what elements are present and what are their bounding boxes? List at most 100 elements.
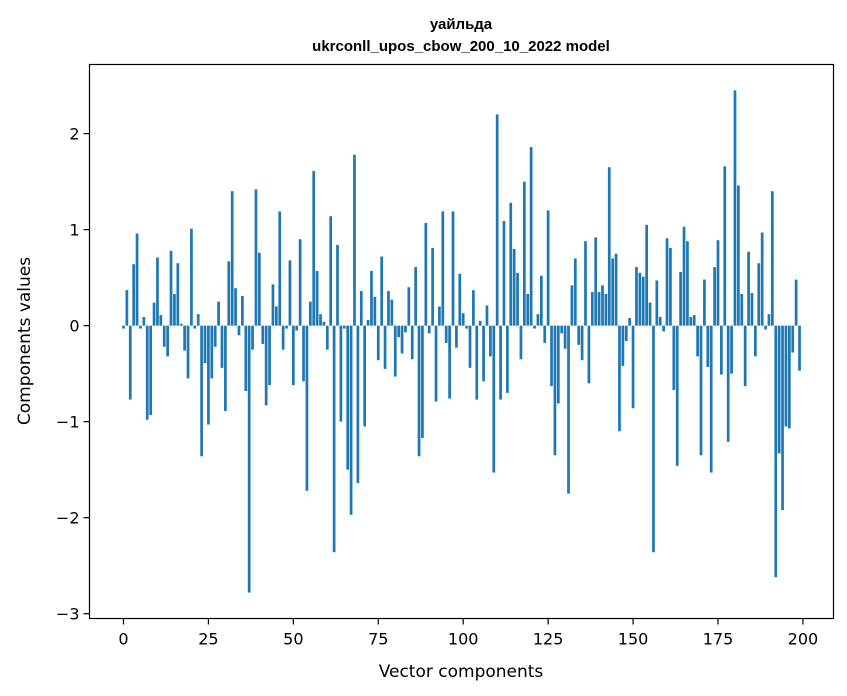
- bar: [190, 228, 193, 326]
- bar: [614, 253, 618, 326]
- bar: [176, 263, 180, 326]
- bar: [319, 314, 322, 326]
- bar: [444, 325, 448, 343]
- bar: [339, 325, 343, 422]
- bar: [669, 247, 672, 326]
- plot-frame: [88, 63, 835, 620]
- bar: [635, 267, 638, 326]
- bar: [675, 325, 679, 466]
- bar: [696, 325, 699, 357]
- bar: [380, 256, 384, 326]
- bar: [448, 325, 451, 399]
- bar: [601, 285, 604, 326]
- bar: [173, 293, 176, 326]
- bar: [431, 247, 434, 326]
- bar: [390, 299, 394, 326]
- bar: [434, 325, 438, 402]
- bar: [489, 325, 492, 357]
- bar: [662, 325, 665, 332]
- bar: [353, 154, 356, 326]
- bar: [288, 260, 292, 326]
- bar: [655, 280, 659, 326]
- x-tick-label: 175: [703, 630, 734, 649]
- bar: [672, 325, 676, 390]
- bar: [227, 261, 231, 326]
- bar: [278, 211, 282, 326]
- y-tick-label: 2: [69, 125, 79, 144]
- bar: [706, 325, 710, 367]
- bar: [451, 211, 455, 326]
- bar: [509, 202, 513, 326]
- bar: [536, 314, 540, 326]
- bar: [322, 321, 326, 326]
- bar: [770, 191, 774, 326]
- bar: [522, 181, 526, 326]
- bar: [526, 293, 530, 326]
- bar: [135, 233, 139, 326]
- bar: [417, 325, 421, 457]
- bar: [224, 325, 227, 412]
- bar: [366, 319, 370, 326]
- bar: [373, 296, 377, 326]
- bar: [125, 290, 129, 326]
- y-axis-label: Components values: [15, 257, 35, 425]
- bar: [295, 325, 299, 331]
- bar: [342, 325, 346, 329]
- bar: [196, 314, 200, 326]
- bar: [570, 285, 574, 326]
- bar: [682, 226, 686, 326]
- bar: [485, 305, 489, 326]
- bar: [271, 284, 275, 326]
- bar: [230, 191, 234, 326]
- y-tick-label: 0: [69, 317, 79, 336]
- bar: [122, 325, 125, 329]
- bar: [213, 325, 217, 347]
- x-tick-label: 75: [368, 630, 388, 649]
- bar: [764, 325, 767, 330]
- bar: [132, 264, 136, 326]
- bar: [767, 314, 771, 326]
- x-tick-label: 25: [198, 630, 218, 649]
- bar: [421, 325, 424, 438]
- bar: [658, 317, 662, 326]
- bar: [740, 293, 744, 326]
- bar: [679, 271, 682, 326]
- bar: [652, 325, 655, 553]
- bar: [618, 325, 621, 432]
- bar: [757, 263, 761, 326]
- bar: [207, 325, 210, 425]
- bar: [424, 222, 428, 326]
- bar: [628, 317, 632, 326]
- bar: [349, 325, 353, 515]
- y-tick-label: −3: [56, 605, 80, 624]
- bar: [291, 325, 295, 386]
- bar: [261, 325, 265, 344]
- bar: [512, 248, 516, 326]
- bar: [546, 210, 550, 326]
- bar: [407, 287, 411, 326]
- bar: [743, 325, 747, 387]
- bar: [604, 293, 608, 326]
- bar: [359, 291, 363, 326]
- bar: [397, 325, 401, 338]
- bar: [563, 325, 567, 349]
- x-tick-label: 0: [118, 630, 128, 649]
- bar: [791, 325, 795, 353]
- bar: [638, 272, 642, 326]
- bar: [543, 325, 547, 343]
- bar: [305, 325, 309, 491]
- bar: [400, 325, 404, 354]
- bar: [244, 325, 248, 391]
- bar: [587, 325, 591, 384]
- bar: [573, 258, 577, 326]
- bar: [156, 257, 159, 326]
- bar: [733, 90, 737, 326]
- bar: [553, 325, 557, 456]
- bar: [560, 325, 564, 334]
- bar: [285, 325, 288, 329]
- bar: [747, 251, 750, 326]
- bar: [363, 325, 367, 427]
- bar: [193, 325, 197, 329]
- bar: [370, 270, 373, 326]
